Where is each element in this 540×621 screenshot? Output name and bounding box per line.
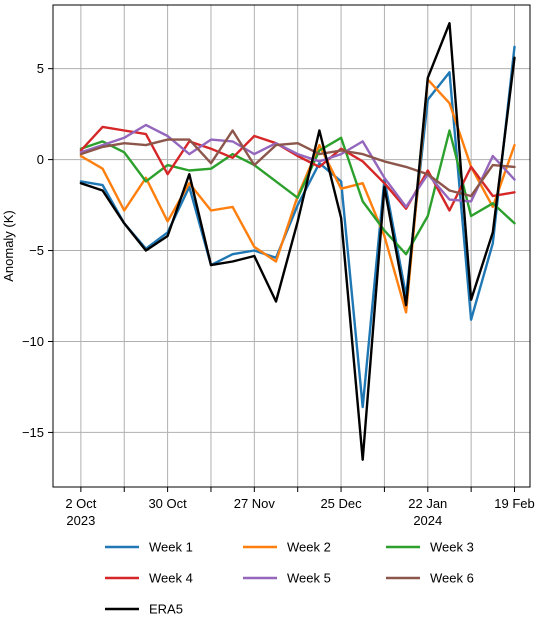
legend-label-week-6: Week 6 <box>430 571 474 586</box>
y-axis: 5 0 −5 −10 −15 <box>22 61 53 440</box>
series-line-week-1 <box>79 45 516 409</box>
legend-label-week-3: Week 3 <box>430 540 474 555</box>
x-tick-label: 2 Oct <box>65 496 96 511</box>
legend-label-week-5: Week 5 <box>287 571 331 586</box>
x-tick-label-year: 2023 <box>66 513 95 528</box>
x-tick-label: 25 Dec <box>320 496 362 511</box>
y-tick-label: −15 <box>22 425 44 440</box>
x-tick-label: 19 Feb <box>494 496 534 511</box>
plot-frame <box>52 4 531 488</box>
series-line-week-4 <box>79 125 516 212</box>
x-axis: 2 Oct 2023 30 Oct 27 Nov 25 Dec 22 Jan 2024 19 … <box>65 487 535 528</box>
y-tick-label: 0 <box>37 152 44 167</box>
legend-label-week-1: Week 1 <box>149 540 193 555</box>
y-axis-label: Anomaly (K) <box>1 210 16 282</box>
grid-lines <box>53 5 530 487</box>
legend-label-era5: ERA5 <box>149 602 183 617</box>
y-tick-label: 5 <box>37 61 44 76</box>
series-line-era5 <box>79 22 516 461</box>
legend-label-week-4: Week 4 <box>149 571 193 586</box>
x-tick-label: 27 Nov <box>234 496 276 511</box>
legend-label-week-2: Week 2 <box>287 540 331 555</box>
x-tick-label: 22 Jan <box>408 496 447 511</box>
x-tick-label-year: 2024 <box>413 513 442 528</box>
series-line-week-5 <box>79 123 516 209</box>
series-line-week-3 <box>79 129 516 256</box>
y-tick-label: −5 <box>29 243 44 258</box>
legend: Week 1 Week 2 Week 3 Week 4 Week 5 Week 6 ERA5 <box>105 540 474 617</box>
series-line-week-6 <box>79 129 516 198</box>
y-tick-label: −10 <box>22 334 44 349</box>
x-tick-label: 30 Oct <box>148 496 187 511</box>
series-lines <box>79 22 516 461</box>
